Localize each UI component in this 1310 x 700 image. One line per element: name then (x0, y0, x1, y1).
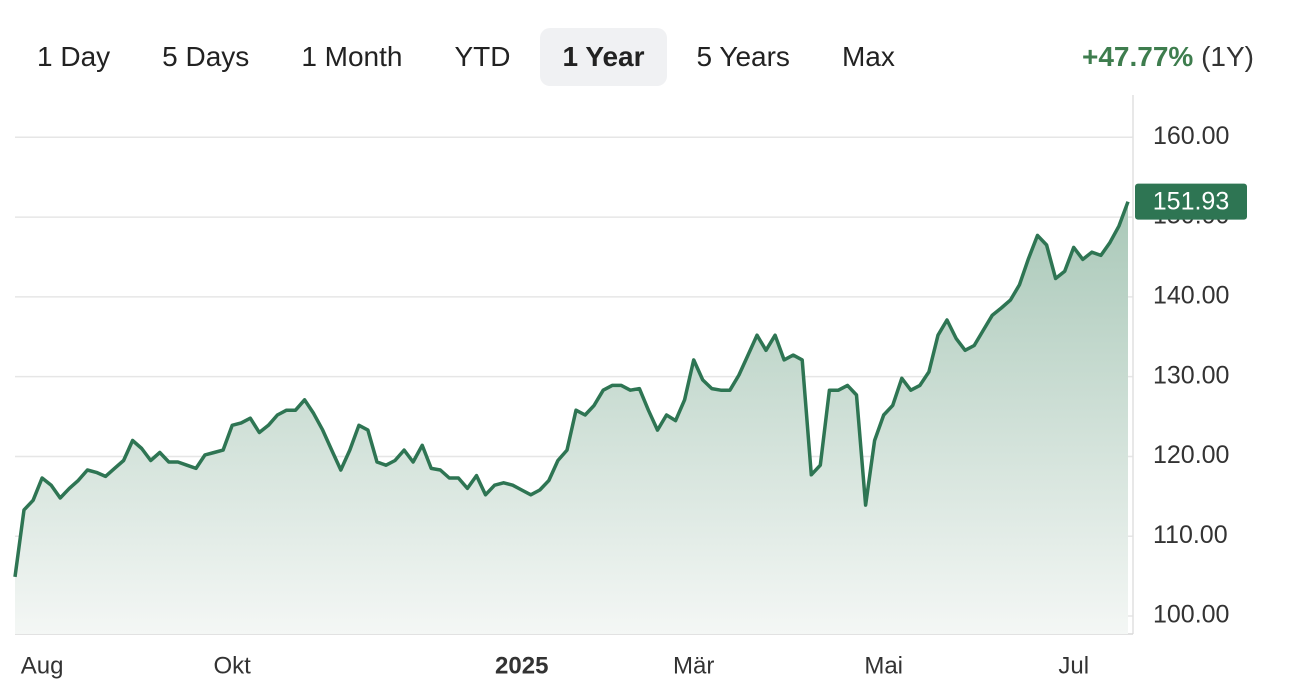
range-button[interactable]: 1 Month (301, 41, 403, 72)
x-tick-label: Okt (213, 652, 251, 679)
range-button[interactable]: 5 Years (696, 41, 790, 72)
range-button[interactable]: Max (841, 41, 895, 72)
y-tick-label: 100.00 (1153, 601, 1229, 629)
y-tick-label: 120.00 (1153, 441, 1229, 469)
x-tick-label: Jul (1058, 652, 1089, 679)
change-value: +47.77% (1081, 41, 1194, 72)
change-period: (1Y) (1201, 41, 1254, 72)
range-button[interactable]: YTD (454, 41, 511, 72)
area (15, 201, 1128, 634)
y-tick-label: 140.00 (1153, 281, 1229, 309)
price-line (13, 201, 1130, 578)
last-price-label: 151.93 (1153, 187, 1229, 215)
y-tick-label: 160.00 (1153, 122, 1229, 150)
range-button[interactable]: 1 Day (37, 41, 111, 72)
x-tick-label: Mär (673, 652, 714, 679)
change-summary: +47.77% (1Y) (1082, 28, 1254, 86)
range-selector: 1 Day 5 Days 1 Month YTD 1 Year 5 Years Max (15, 28, 925, 86)
x-tick-label: 2025 (495, 652, 548, 679)
y-tick-label: 130.00 (1153, 361, 1229, 389)
range-button[interactable]: 1 Year (540, 28, 667, 86)
x-tick-label: Aug (21, 652, 64, 679)
last-price-tag (1135, 183, 1247, 220)
y-tick-label: 110.00 (1153, 521, 1228, 549)
x-tick-label: Mai (864, 652, 903, 679)
range-button[interactable]: 5 Days (162, 41, 250, 72)
